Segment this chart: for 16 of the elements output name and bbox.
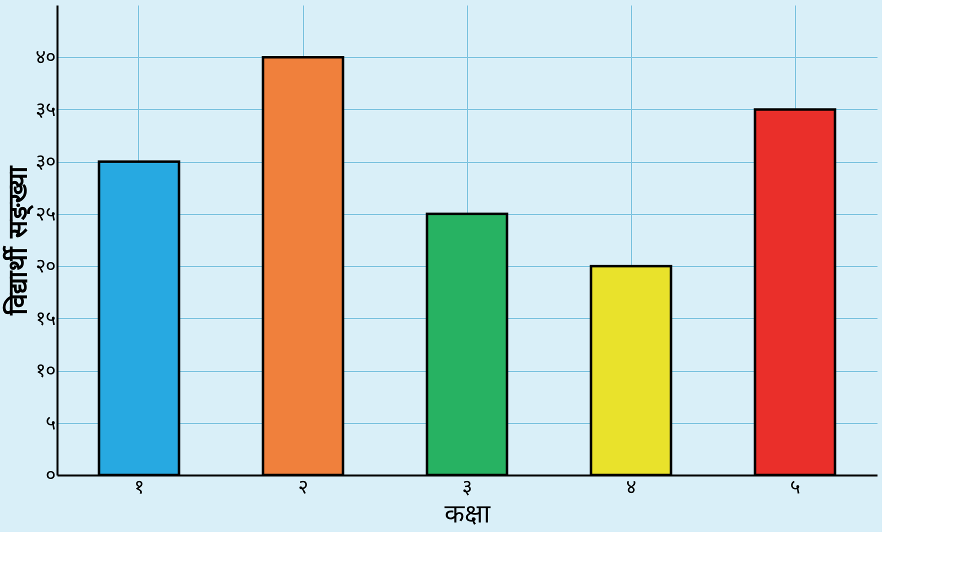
y-tick-label: २५ xyxy=(36,201,56,226)
y-tick-label: ५ xyxy=(46,410,56,434)
x-tick-label: १ xyxy=(134,474,144,498)
x-tick-label: ५ xyxy=(790,474,800,498)
y-tick-label: १० xyxy=(36,358,56,382)
x-tick-label: २ xyxy=(298,474,308,498)
y-tick-label: ३५ xyxy=(36,96,56,121)
y-tick-label: ० xyxy=(46,462,56,486)
y-axis-title: विद्यार्थी सङ्ख्या xyxy=(2,164,34,316)
y-tick-label: १५ xyxy=(36,306,56,330)
x-axis-title: कक्षा xyxy=(444,500,492,530)
x-tick-label: ४ xyxy=(626,474,636,498)
x-tick-label: ३ xyxy=(462,474,472,498)
y-tick-label: ३० xyxy=(36,149,56,174)
y-tick-label: ४० xyxy=(36,44,56,69)
y-tick-label: २० xyxy=(36,254,56,278)
